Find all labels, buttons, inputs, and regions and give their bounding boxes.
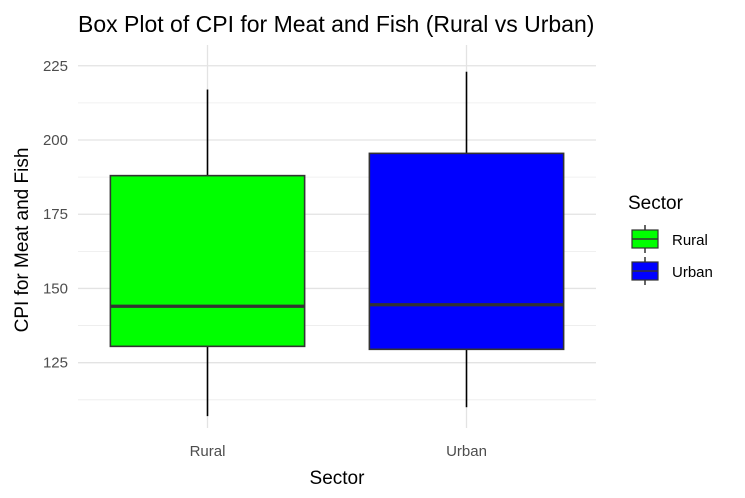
- x-tick-label: Urban: [446, 443, 487, 460]
- box-series: [109, 71, 565, 417]
- x-axis-ticks: Rural Urban: [190, 443, 487, 460]
- y-axis-title: CPI for Meat and Fish: [12, 148, 33, 333]
- y-tick-label: 200: [43, 132, 68, 149]
- y-tick-label: 175: [43, 206, 68, 223]
- legend-label: Rural: [672, 232, 708, 249]
- box-body: [109, 174, 306, 348]
- x-tick-label: Rural: [190, 443, 226, 460]
- legend: Sector Rural Urban: [628, 193, 713, 285]
- y-tick-label: 150: [43, 280, 68, 297]
- y-tick-label: 225: [43, 58, 68, 75]
- y-tick-label: 125: [43, 355, 68, 372]
- legend-item-rural: Rural: [631, 225, 708, 253]
- chart-title: Box Plot of CPI for Meat and Fish (Rural…: [78, 11, 594, 37]
- box-urban: [368, 71, 565, 408]
- legend-label: Urban: [672, 264, 713, 281]
- legend-item-urban: Urban: [631, 257, 713, 285]
- box-body: [368, 152, 565, 351]
- x-axis-title: Sector: [310, 468, 366, 489]
- y-axis-ticks: 125 150 175 200 225: [43, 58, 68, 372]
- legend-title: Sector: [628, 193, 684, 214]
- box-rural: [109, 89, 306, 417]
